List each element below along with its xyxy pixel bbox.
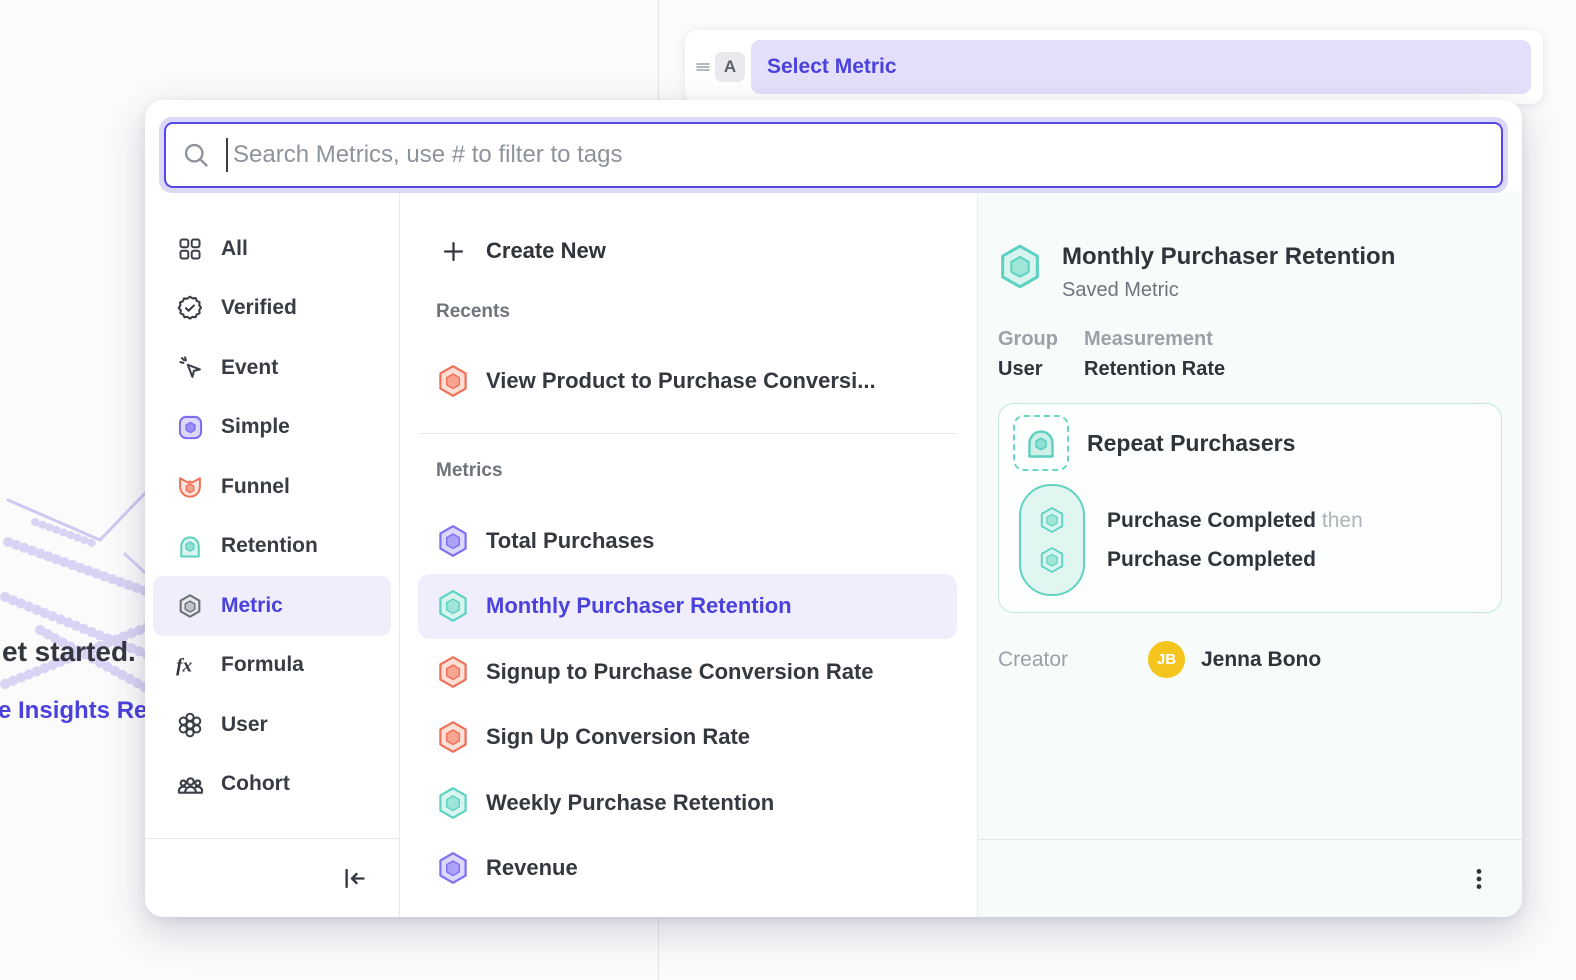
text-caret [226,138,228,172]
details-meta: Group User Measurement Retention Rate [998,328,1502,381]
plus-icon [436,238,470,265]
list-item-metric[interactable]: Sign Up Conversion Rate [418,705,957,771]
funnel-metric-icon [175,472,205,502]
details-title: Monthly Purchaser Retention [1062,243,1396,270]
user-cluster-icon [175,710,205,740]
background-heading-fragment: et started. [2,636,136,667]
connector-word: then [1321,508,1363,532]
section-divider [418,433,957,434]
creator-label: Creator [998,647,1069,671]
list-item-metric[interactable]: Weekly Purchase Retention [418,770,957,836]
list-item-metric[interactable]: Monthly Purchaser Retention [418,573,957,639]
metric-hex-icon-large [998,243,1046,302]
event-hex-icon [1039,546,1065,574]
collapse-sidebar-icon[interactable] [339,863,369,893]
section-label-metrics: Metrics [436,460,503,481]
sidebar-footer [145,838,399,917]
creator-row: Creator JB Jenna Bono [998,641,1502,678]
type-filter-sidebar: All Verified Event Simple Funnel [145,193,400,917]
search-icon [182,141,210,169]
sidebar-item-retention[interactable]: Retention [153,517,391,577]
cursor-click-icon [175,353,205,383]
select-metric-label: Select Metric [767,55,897,78]
meta-label: Measurement [1084,328,1213,350]
metric-picker-modal: All Verified Event Simple Funnel [145,100,1522,917]
svg-text:fx: fx [176,656,192,677]
meta-value: User [998,358,1043,380]
sidebar-item-user[interactable]: User [153,695,391,755]
definition-step: Purchase Completed [1107,547,1316,571]
select-metric-button[interactable]: Select Metric [751,40,1531,94]
block-letter-badge: A [715,52,745,82]
metric-hex-icon [436,786,470,820]
search-bar[interactable] [164,122,1503,188]
drag-handle-icon[interactable] [693,57,713,77]
list-item-metric[interactable]: Signup to Purchase Conversion Rate [418,639,957,705]
metric-hex-icon [436,851,470,885]
formula-fx-icon: fx [175,650,205,680]
metric-hex-icon [436,720,470,754]
retention-metric-icon [175,531,205,561]
meta-value: Retention Rate [1084,358,1226,380]
grid-icon [175,234,205,264]
sidebar-item-verified[interactable]: Verified [153,279,391,339]
search-focus-ring [159,117,1508,193]
sidebar-item-cohort[interactable]: Cohort [153,755,391,815]
metric-hex-icon [436,364,470,398]
details-subtitle: Saved Metric [1062,279,1179,301]
definition-title: Repeat Purchasers [1087,429,1296,456]
metric-hex-icon [436,524,470,558]
list-item-recent-metric[interactable]: View Product to Purchase Conversi... [418,349,957,413]
metric-hex-icon [436,655,470,689]
sidebar-item-formula[interactable]: fx Formula [153,636,391,696]
create-new-button[interactable]: Create New [418,219,957,283]
avatar: JB [1148,641,1185,678]
metric-details-panel: Monthly Purchaser Retention Saved Metric… [978,193,1522,917]
sidebar-item-metric[interactable]: Metric [153,576,391,636]
definition-step: Purchase Completed then [1107,508,1363,532]
sidebar-item-all[interactable]: All [153,219,391,279]
retention-definition-icon [1013,415,1069,471]
event-hex-icon [1039,506,1065,534]
cohort-people-icon [175,769,205,799]
sidebar-item-funnel[interactable]: Funnel [153,457,391,517]
metric-hex-icon [436,589,470,623]
sidebar-item-event[interactable]: Event [153,338,391,398]
metric-list: Create New Recents View Product to Purch… [400,193,978,917]
query-builder-block: A Select Metric [685,30,1543,104]
creator-name: Jenna Bono [1201,647,1322,671]
metric-hexagon-icon [175,591,205,621]
meta-label: Group [998,328,1058,350]
definition-card: Repeat Purchasers Purchase Completed then [998,403,1502,613]
list-item-metric[interactable]: Revenue [418,836,957,902]
list-item-metric[interactable]: Total Purchases [418,508,957,574]
verified-badge-icon [175,293,205,323]
kebab-menu-icon[interactable] [1464,864,1494,894]
sidebar-item-simple[interactable]: Simple [153,398,391,458]
background-report-link[interactable]: e Insights Re [0,697,148,724]
search-input[interactable] [231,140,1485,170]
section-label-recents: Recents [436,301,510,322]
event-sequence-pill [1019,484,1085,596]
simple-metric-icon [175,412,205,442]
details-footer [978,839,1522,917]
